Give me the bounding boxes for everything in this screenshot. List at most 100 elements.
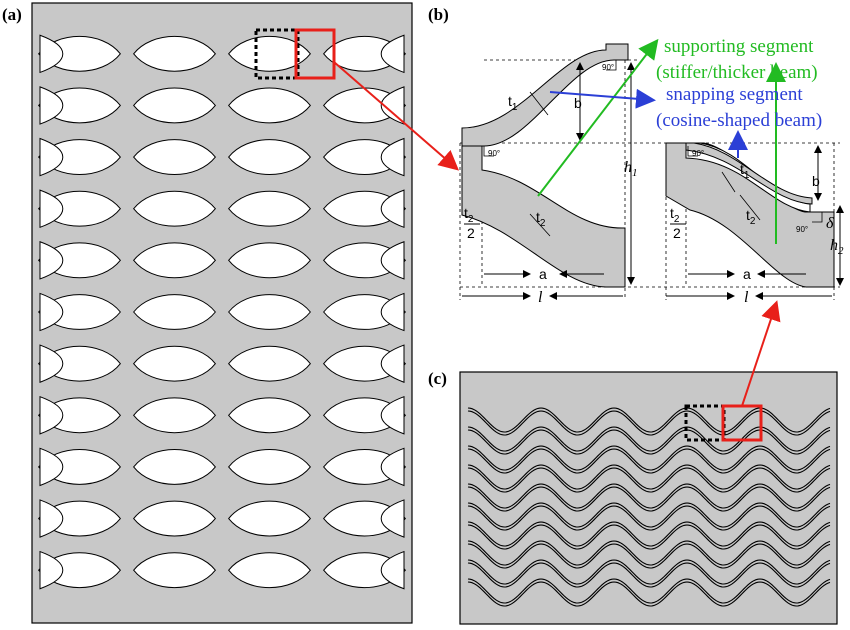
lattice-cell (133, 449, 216, 485)
lattice-half-cell (380, 395, 405, 435)
dim-l-right: l (744, 289, 749, 306)
lattice-half-cell (39, 189, 64, 229)
wave-cut-line (467, 410, 831, 436)
wave-cut-line (467, 407, 831, 433)
lattice-cell (228, 449, 311, 485)
lattice-half-cell (39, 499, 64, 538)
dim-delta: δ (826, 215, 834, 232)
wave-cut-line (467, 426, 831, 452)
lattice-half-cell (380, 344, 405, 383)
wave-cut-line (467, 486, 831, 512)
dim-t2-half-left-den: 2 (467, 225, 475, 241)
angle-label-2: 90° (602, 63, 614, 72)
wave-cut-line (467, 581, 831, 607)
angle-label-1: 90° (488, 149, 500, 158)
zoom-arrow-c-to-b (741, 300, 781, 407)
zoom-box-red (294, 28, 336, 80)
dim-t2-half-right-num: t2 (670, 205, 680, 225)
panel-a-label: (a) (2, 5, 22, 24)
lattice-cell (228, 139, 311, 175)
wave-cut-line (467, 521, 831, 547)
lattice-cell (133, 87, 216, 124)
lattice-half-cell (39, 447, 64, 487)
dim-b-right: b (812, 173, 820, 189)
wave-cut-line (467, 448, 831, 474)
supporting-arrow-left (537, 38, 659, 197)
lattice-cell (228, 190, 311, 227)
lattice-half-cell (39, 395, 64, 435)
dim-t1-left: t1 (508, 93, 518, 113)
lattice-cell (133, 552, 216, 588)
wave-cut-line (467, 559, 831, 585)
dim-h1: h1 (624, 159, 638, 179)
dim-t2-right: t2 (746, 207, 756, 227)
lattice-half-cell (380, 499, 405, 538)
lattice-cell (228, 552, 311, 588)
panel-b-label: (b) (428, 5, 449, 24)
lattice-cell (228, 500, 311, 537)
lattice-half-cell (39, 344, 64, 383)
angle-label-4: 90° (796, 225, 808, 234)
lattice-cell (228, 87, 311, 124)
dim-a-left: a (539, 266, 547, 282)
supporting-label-2: (stiffer/thicker beam) (656, 62, 818, 83)
lattice-cell (133, 345, 216, 382)
dim-t2-half-right-den: 2 (673, 225, 681, 241)
lattice-cell (228, 397, 311, 434)
wave-cut-line (467, 540, 831, 566)
lattice-half-cell (380, 34, 405, 74)
lattice-half-cell (39, 137, 64, 177)
lattice-half-cell (380, 447, 405, 487)
wave-cut-line (467, 429, 831, 455)
panel-c-label: (c) (428, 369, 447, 388)
wave-cut-line (467, 578, 831, 604)
lattice-cell (133, 500, 216, 537)
snapping-label-1: snapping segment (666, 84, 803, 105)
dim-t1-right: t1 (740, 161, 750, 181)
lattice-half-cell (380, 241, 405, 280)
wave-cut-line (467, 483, 831, 509)
left-supporting-beam (461, 145, 626, 288)
lattice-half-cell (380, 292, 405, 332)
wave-cut-line (467, 445, 831, 471)
lattice-cell (228, 242, 311, 279)
lattice-half-cell (39, 241, 64, 280)
angle-label-3: 90° (692, 149, 704, 158)
lattice-cell (133, 397, 216, 434)
dim-t2-left: t2 (536, 209, 546, 229)
lattice-cell (133, 242, 216, 279)
zoom-box-dotted (254, 28, 300, 80)
lattice-cell (133, 139, 216, 175)
snapping-arrow-left (549, 88, 656, 109)
lattice-half-cell (39, 550, 64, 590)
dim-a-right: a (743, 266, 751, 282)
zoom-box-dotted-c (684, 404, 726, 442)
lattice-half-cell (380, 189, 405, 229)
lattice-half-cell (39, 86, 64, 125)
snapping-label-2: (cosine-shaped beam) (656, 110, 822, 131)
dim-t2-half-left-num: t2 (464, 205, 474, 225)
lattice-cell (228, 345, 311, 382)
wave-cut-line (467, 502, 831, 528)
panel-b-unit-cell: 90° 90° 90° 90° b h1 t1 t2 t2 2 a l t1 t… (459, 36, 844, 306)
dim-b-left: b (574, 95, 582, 111)
lattice-half-cell (380, 137, 405, 177)
lattice-cell (133, 190, 216, 227)
lattice-cell (133, 294, 216, 330)
panel-c-sheet (459, 300, 838, 625)
wave-cut-line (467, 562, 831, 588)
wave-cut-line (467, 464, 831, 490)
right-snapping-gap (685, 142, 811, 213)
lattice-cell (133, 36, 216, 72)
wave-cut-line (467, 543, 831, 569)
supporting-label-1: supporting segment (664, 36, 814, 57)
wave-cut-line (467, 505, 831, 531)
lattice-cells (38, 34, 406, 590)
lattice-cell (228, 36, 311, 72)
lattice-half-cell (39, 34, 64, 74)
dim-l-left: l (538, 289, 543, 306)
right-snapping-beam (685, 142, 813, 205)
lattice-cell (228, 294, 311, 330)
lattice-half-cell (380, 550, 405, 590)
